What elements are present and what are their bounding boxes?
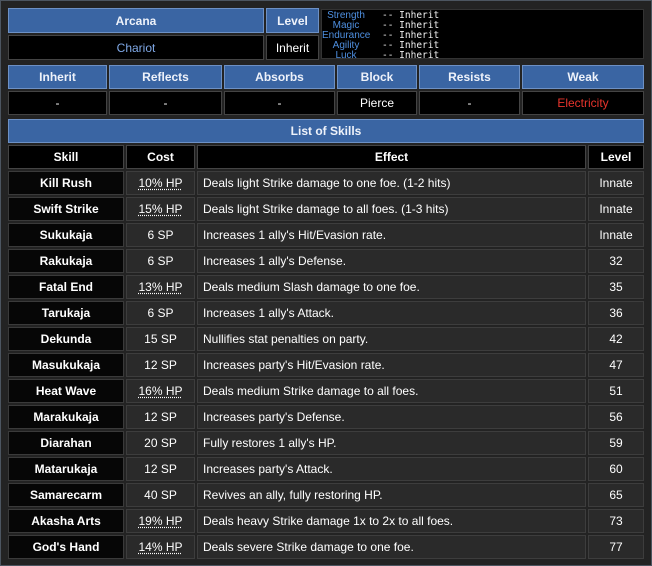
column-header-effect: Effect (197, 145, 586, 169)
skill-effect: Increases party's Hit/Evasion rate. (197, 353, 586, 377)
skill-effect: Nullifies stat penalties on party. (197, 327, 586, 351)
skill-cost: 12 SP (126, 353, 195, 377)
arcana-header: Arcana (8, 8, 264, 33)
affinity-header-reflects: Reflects (109, 65, 222, 89)
hp-cost-text: 16% HP (138, 384, 183, 398)
skill-name: Dekunda (8, 327, 124, 351)
skill-level: Innate (588, 223, 644, 247)
skill-name: Tarukaja (8, 301, 124, 325)
affinity-header-inherit: Inherit (8, 65, 107, 89)
affinity-header-weak: Weak (522, 65, 644, 89)
stat-value: -- Inherit (382, 30, 440, 41)
skill-name: Rakukaja (8, 249, 124, 273)
skill-effect: Deals light Strike damage to all foes. (… (197, 197, 586, 221)
skill-name: Masukukaja (8, 353, 124, 377)
skill-name: God's Hand (8, 535, 124, 559)
skill-effect: Increases 1 ally's Defense. (197, 249, 586, 273)
level-header: Level (266, 8, 319, 33)
skill-level: 35 (588, 275, 644, 299)
column-header-level: Level (588, 145, 644, 169)
hp-cost-text: 13% HP (138, 280, 183, 294)
skill-name: Marakukaja (8, 405, 124, 429)
stat-label: Magic (332, 20, 360, 31)
stat-value: -- Inherit (382, 20, 440, 31)
skill-cost: 10% HP (126, 171, 195, 195)
skill-cost: 6 SP (126, 249, 195, 273)
skill-name: Matarukaja (8, 457, 124, 481)
stat-label: Endurance (322, 30, 371, 41)
skill-cost: 6 SP (126, 301, 195, 325)
skill-effect: Deals severe Strike damage to one foe. (197, 535, 586, 559)
hp-cost-text: 14% HP (138, 540, 183, 554)
affinity-value-absorbs: - (224, 91, 335, 115)
skill-cost: 12 SP (126, 405, 195, 429)
hp-cost-text: 19% HP (138, 514, 183, 528)
skill-effect: Increases 1 ally's Hit/Evasion rate. (197, 223, 586, 247)
skill-level: 56 (588, 405, 644, 429)
affinity-header-absorbs: Absorbs (224, 65, 335, 89)
skill-level: Innate (588, 197, 644, 221)
skill-level: 60 (588, 457, 644, 481)
skill-level: 77 (588, 535, 644, 559)
skill-name: Kill Rush (8, 171, 124, 195)
skill-level: 47 (588, 353, 644, 377)
skill-cost: 19% HP (126, 509, 195, 533)
skill-name: Samarecarm (8, 483, 124, 507)
skill-level: 65 (588, 483, 644, 507)
affinity-header-block: Block (337, 65, 417, 89)
skill-cost: 16% HP (126, 379, 195, 403)
stat-label: Luck (335, 50, 357, 61)
affinity-value-reflects: - (109, 91, 222, 115)
skill-effect: Fully restores 1 ally's HP. (197, 431, 586, 455)
skill-cost: 14% HP (126, 535, 195, 559)
hp-cost-text: 10% HP (138, 176, 183, 190)
stats-box: Strength -- Inherit Magic -- Inherit End… (321, 9, 644, 61)
skill-name: Diarahan (8, 431, 124, 455)
skill-level: 59 (588, 431, 644, 455)
skill-cost: 6 SP (126, 223, 195, 247)
skill-effect: Increases party's Attack. (197, 457, 586, 481)
stat-value: -- Inherit (382, 50, 440, 61)
skill-effect: Increases 1 ally's Attack. (197, 301, 586, 325)
skill-cost: 15 SP (126, 327, 195, 351)
arcana-value: Chariot (8, 35, 264, 60)
skill-effect: Deals medium Strike damage to all foes. (197, 379, 586, 403)
skill-effect: Increases party's Defense. (197, 405, 586, 429)
skill-level: Innate (588, 171, 644, 195)
skill-cost: 13% HP (126, 275, 195, 299)
skill-level: 32 (588, 249, 644, 273)
stat-value: -- Inherit (382, 40, 440, 51)
skill-name: Swift Strike (8, 197, 124, 221)
skills-title: List of Skills (8, 119, 644, 143)
level-value: Inherit (266, 35, 319, 60)
affinity-value-resists: - (419, 91, 520, 115)
stat-label: Strength (327, 10, 365, 21)
affinity-value-weak: Electricity (522, 91, 644, 115)
affinity-value-block: Pierce (337, 91, 417, 115)
skill-level: 73 (588, 509, 644, 533)
affinity-value-inherit: - (8, 91, 107, 115)
skill-cost: 15% HP (126, 197, 195, 221)
skill-name: Akasha Arts (8, 509, 124, 533)
skill-name: Fatal End (8, 275, 124, 299)
skill-level: 36 (588, 301, 644, 325)
skill-effect: Deals medium Slash damage to one foe. (197, 275, 586, 299)
skill-effect: Revives an ally, fully restoring HP. (197, 483, 586, 507)
hp-cost-text: 15% HP (138, 202, 183, 216)
skill-level: 51 (588, 379, 644, 403)
affinity-header-resists: Resists (419, 65, 520, 89)
skill-effect: Deals heavy Strike damage 1x to 2x to al… (197, 509, 586, 533)
column-header-cost: Cost (126, 145, 195, 169)
skill-name: Sukukaja (8, 223, 124, 247)
skill-cost: 12 SP (126, 457, 195, 481)
skill-cost: 20 SP (126, 431, 195, 455)
stat-value: -- Inherit (382, 10, 440, 21)
skill-cost: 40 SP (126, 483, 195, 507)
skill-level: 42 (588, 327, 644, 351)
skill-name: Heat Wave (8, 379, 124, 403)
stat-label: Agility (332, 40, 360, 51)
column-header-skill: Skill (8, 145, 124, 169)
skill-effect: Deals light Strike damage to one foe. (1… (197, 171, 586, 195)
